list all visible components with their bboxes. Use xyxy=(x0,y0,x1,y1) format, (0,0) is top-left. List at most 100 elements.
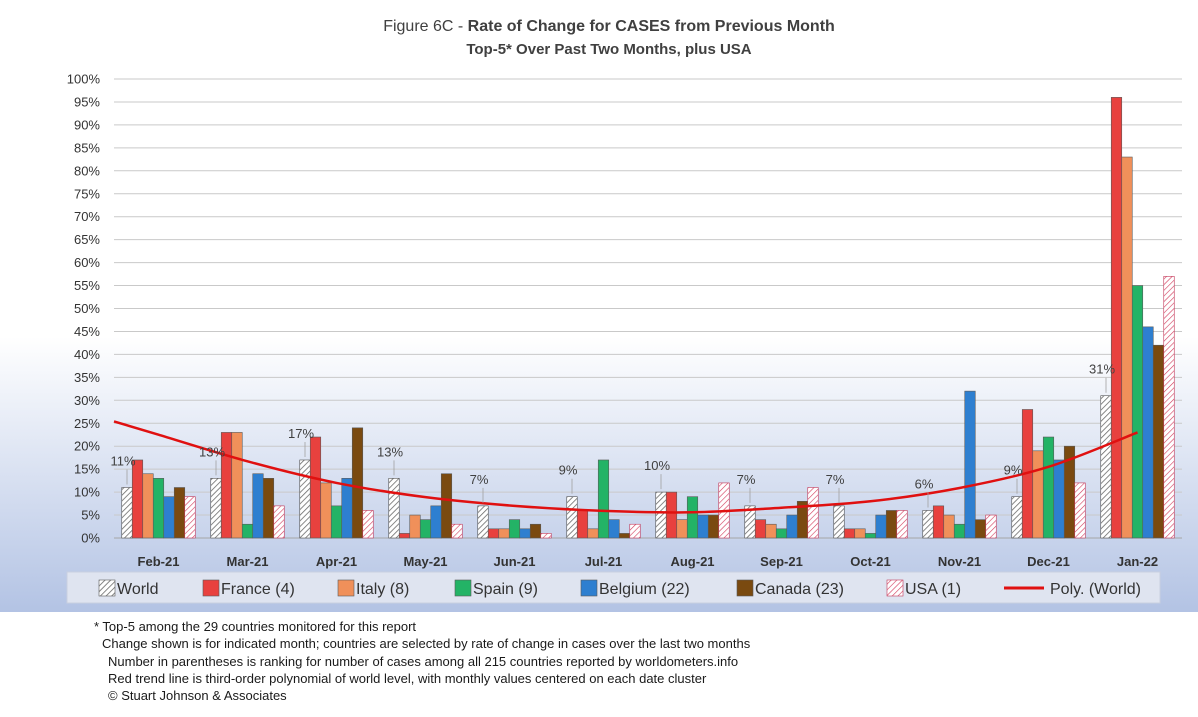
bar xyxy=(765,523,777,539)
y-tick-label: 50% xyxy=(74,301,100,316)
data-label: 11% xyxy=(110,454,135,469)
bar xyxy=(618,533,631,539)
footnote: Number in parentheses is ranking for num… xyxy=(108,653,739,669)
x-tick-label: Oct-21 xyxy=(850,554,890,569)
bar xyxy=(576,510,589,539)
bar xyxy=(1100,395,1112,539)
bar xyxy=(676,519,688,539)
y-tick-label: 80% xyxy=(74,163,100,178)
y-tick-label: 35% xyxy=(74,370,100,385)
legend-label: Poly. (World) xyxy=(1050,581,1141,598)
y-tick-label: 55% xyxy=(74,278,100,293)
x-tick-label: Sep-21 xyxy=(760,554,803,569)
bar xyxy=(1152,344,1165,539)
bar xyxy=(430,505,442,539)
bar xyxy=(1110,97,1123,539)
y-tick-label: 100% xyxy=(67,72,101,87)
bar xyxy=(351,427,364,539)
bar xyxy=(142,473,154,539)
y-tick-label: 90% xyxy=(74,117,100,132)
bar xyxy=(922,510,934,539)
data-label: 6% xyxy=(915,476,934,491)
bar xyxy=(974,519,987,539)
legend-swatch xyxy=(337,579,355,597)
bar xyxy=(943,514,955,539)
data-label: 10% xyxy=(644,458,670,473)
bar xyxy=(540,533,552,539)
bar xyxy=(241,523,254,539)
bar xyxy=(529,523,542,539)
legend-label: Spain (9) xyxy=(473,581,538,598)
bar xyxy=(440,473,453,539)
chart-title-prefix: Figure 6C - xyxy=(383,18,467,35)
bar xyxy=(231,432,243,539)
bar xyxy=(775,528,788,539)
bar xyxy=(252,473,264,539)
bar xyxy=(786,514,798,539)
bar xyxy=(597,459,610,539)
legend-label: Belgium (22) xyxy=(599,581,690,598)
bar xyxy=(843,528,856,539)
data-label: 7% xyxy=(737,472,756,487)
legend-swatch xyxy=(886,579,904,597)
y-tick-label: 75% xyxy=(74,186,100,201)
bar xyxy=(330,505,343,539)
bar xyxy=(587,528,599,539)
y-tick-label: 60% xyxy=(74,255,100,270)
bar xyxy=(508,519,521,539)
legend-swatch xyxy=(98,579,116,597)
trendline-path xyxy=(113,420,1138,514)
footnote: © Stuart Johnson & Associates xyxy=(108,688,287,704)
bar xyxy=(1032,450,1044,539)
bar xyxy=(754,519,767,539)
x-tick-label: Nov-21 xyxy=(938,554,981,569)
bar xyxy=(1074,482,1086,539)
x-tick-label: Jan-22 xyxy=(1117,554,1158,569)
x-tick-label: Mar-21 xyxy=(227,554,269,569)
data-label: 31% xyxy=(1089,362,1115,377)
data-label: 17% xyxy=(288,426,314,441)
legend-label: France (4) xyxy=(221,581,295,598)
chart-subtitle: Top-5* Over Past Two Months, plus USA xyxy=(466,41,751,58)
y-tick-label: 20% xyxy=(74,439,100,454)
chart-area: Figure 6C - Rate of Change for CASES fro… xyxy=(0,0,1198,612)
y-tick-label: 70% xyxy=(74,209,100,224)
y-tick-label: 30% xyxy=(74,393,100,408)
bar xyxy=(388,478,400,539)
y-tick-label: 0% xyxy=(81,531,100,546)
bar xyxy=(341,478,353,539)
legend-label: USA (1) xyxy=(905,581,961,598)
bar xyxy=(686,496,699,539)
bar xyxy=(807,487,819,539)
data-label: 7% xyxy=(826,472,845,487)
footnotes: * Top-5 among the 29 countries monitored… xyxy=(94,618,1184,704)
bar xyxy=(629,523,641,539)
bar xyxy=(964,390,976,539)
bar xyxy=(896,510,908,539)
bar xyxy=(566,496,578,539)
x-tick-label: May-21 xyxy=(403,554,447,569)
bar xyxy=(1131,285,1144,539)
legend-box xyxy=(66,571,1161,604)
bar-chart: Figure 6C - Rate of Change for CASES fro… xyxy=(0,0,1198,612)
bar xyxy=(608,519,620,539)
bar xyxy=(885,510,898,539)
bar xyxy=(985,514,997,539)
bar xyxy=(707,514,720,539)
y-tick-label: 45% xyxy=(74,324,100,339)
footnote: Red trend line is third-order polynomial… xyxy=(108,670,707,686)
bar xyxy=(1011,496,1023,539)
x-tick-label: Dec-21 xyxy=(1027,554,1070,569)
bar xyxy=(697,514,709,539)
bar xyxy=(451,523,463,539)
x-tick-label: Apr-21 xyxy=(316,554,357,569)
bar xyxy=(309,436,322,539)
bar xyxy=(477,505,489,539)
bar xyxy=(121,487,133,539)
bar xyxy=(184,496,196,539)
bar xyxy=(210,478,222,539)
bar xyxy=(262,478,275,539)
bar xyxy=(409,514,421,539)
bar xyxy=(875,514,887,539)
legend-label: Canada (23) xyxy=(755,581,844,598)
